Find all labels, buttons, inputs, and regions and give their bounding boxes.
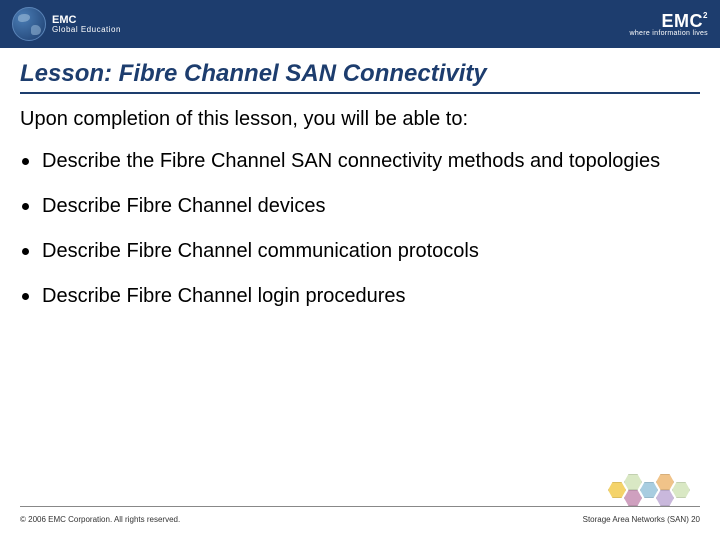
footer-row: © 2006 EMC Corporation. All rights reser… xyxy=(20,515,700,524)
header-right: EMC2 where information lives xyxy=(630,12,709,37)
hex-icon xyxy=(608,482,626,498)
header-left: EMC Global Education xyxy=(12,7,121,41)
intro-text: Upon completion of this lesson, you will… xyxy=(20,108,700,131)
logo-main: EMC2 xyxy=(630,12,709,30)
slide-content: Lesson: Fibre Channel SAN Connectivity U… xyxy=(0,48,720,309)
footer: © 2006 EMC Corporation. All rights reser… xyxy=(20,506,700,524)
hex-icon xyxy=(672,482,690,498)
bullet-item: Describe the Fibre Channel SAN connectiv… xyxy=(20,149,700,174)
footer-divider xyxy=(20,506,700,507)
hex-icon xyxy=(656,474,674,490)
hex-icon xyxy=(656,490,674,506)
brand-left: EMC Global Education xyxy=(52,15,121,34)
globe-icon xyxy=(12,7,46,41)
bullet-item: Describe Fibre Channel devices xyxy=(20,194,700,219)
logo-tagline: where information lives xyxy=(630,30,709,37)
slide-title: Lesson: Fibre Channel SAN Connectivity xyxy=(20,60,700,94)
bullet-item: Describe Fibre Channel login procedures xyxy=(20,284,700,309)
brand-top: EMC xyxy=(52,15,121,26)
page-label: Storage Area Networks (SAN) 20 xyxy=(583,515,700,524)
copyright-text: © 2006 EMC Corporation. All rights reser… xyxy=(20,515,180,524)
hex-icon xyxy=(640,482,658,498)
logo-sup: 2 xyxy=(703,11,708,20)
hex-icon xyxy=(624,490,642,506)
header-bar: EMC Global Education EMC2 where informat… xyxy=(0,0,720,48)
bullet-item: Describe Fibre Channel communication pro… xyxy=(20,239,700,264)
logo-text: EMC xyxy=(662,11,704,31)
hex-icon xyxy=(624,474,642,490)
bullet-list: Describe the Fibre Channel SAN connectiv… xyxy=(20,149,700,309)
brand-sub: Global Education xyxy=(52,26,121,34)
